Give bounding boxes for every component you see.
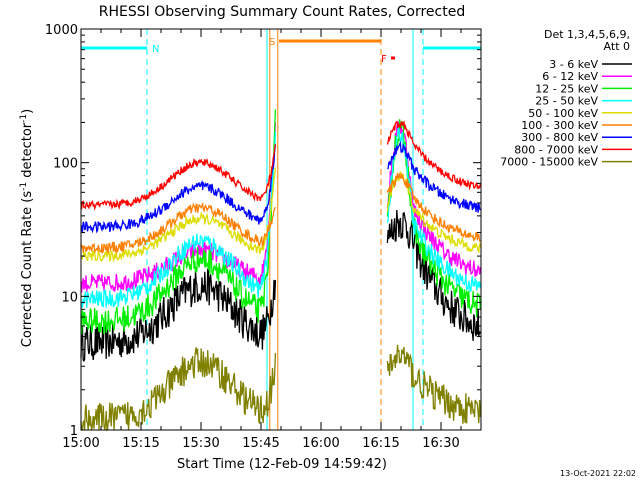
flag-label-N: N xyxy=(152,44,159,55)
series-line-3-seg-0 xyxy=(80,131,277,308)
x-tick-label-2: 15:30 xyxy=(182,436,219,451)
y-tick-label-1: 10 xyxy=(61,290,78,305)
footer-date: 13-Oct-2021 22:02 xyxy=(560,469,636,478)
x-tick-label-5: 16:15 xyxy=(362,436,399,451)
flag-label-F: F xyxy=(381,54,387,65)
legend-label-6: 300 - 800 keV xyxy=(521,131,598,144)
legend-header-line1: Det 1,3,4,5,6,9, xyxy=(544,28,630,41)
y-tick-label-0: 1 xyxy=(70,424,78,439)
y-axis-label-sup2: -1 xyxy=(19,114,29,123)
y-tick-label-3: 1000 xyxy=(45,23,78,38)
x-tick-label-1: 15:15 xyxy=(122,436,159,451)
y-axis-label-part2: detector xyxy=(20,122,35,182)
plot-area: N S F xyxy=(80,29,482,432)
series-line-7-seg-0 xyxy=(80,144,277,211)
legend-label-0: 3 - 6 keV xyxy=(549,58,598,71)
y-axis-label-sup1: -1 xyxy=(19,182,29,191)
series-line-1-seg-0 xyxy=(80,122,277,293)
y-axis-ticks: 1 10 100 1000 xyxy=(45,23,481,439)
legend-header-line2: Att 0 xyxy=(604,40,630,53)
x-axis-label: Start Time (12-Feb-09 14:59:42) xyxy=(177,457,387,472)
legend-label-3: 25 - 50 keV xyxy=(535,95,598,108)
x-axis-ticks: 15:00 15:15 15:30 15:45 16:00 16:15 16:30 xyxy=(62,29,482,451)
legend-label-7: 800 - 7000 keV xyxy=(514,143,598,156)
series-line-5-seg-1 xyxy=(386,173,481,243)
series-line-2-seg-0 xyxy=(80,109,277,335)
flag-bars: N S F xyxy=(81,37,481,65)
series-line-0-seg-0 xyxy=(80,268,277,363)
series-line-6-seg-0 xyxy=(80,144,277,234)
y-axis-label-part3: ) xyxy=(20,109,35,114)
x-tick-label-6: 16:30 xyxy=(422,436,459,451)
series-line-8-seg-0 xyxy=(80,347,277,432)
series-line-8-seg-1 xyxy=(386,344,481,424)
vertical-lines xyxy=(146,29,482,430)
series-line-4-seg-0 xyxy=(80,167,277,263)
x-tick-label-0: 15:00 xyxy=(62,436,99,451)
series-lines xyxy=(80,109,481,432)
series-line-3-seg-1 xyxy=(386,125,481,293)
flag-label-S: S xyxy=(269,37,275,48)
legend-label-5: 100 - 300 keV xyxy=(521,119,598,132)
y-tick-label-2: 100 xyxy=(53,157,78,172)
series-line-6-seg-1 xyxy=(387,140,481,213)
series-line-0-seg-1 xyxy=(386,209,481,341)
legend-label-2: 12 - 25 keV xyxy=(535,82,598,95)
y-axis-label-part1: Corrected Count Rate (s xyxy=(20,191,35,348)
x-tick-label-4: 16:00 xyxy=(302,436,339,451)
y-axis-label: Corrected Count Rate (s-1 detector-1) xyxy=(19,109,35,347)
legend-label-4: 50 - 100 keV xyxy=(528,107,598,120)
legend-label-1: 6 - 12 keV xyxy=(542,70,598,83)
series-line-5-seg-0 xyxy=(80,202,277,255)
chart-title: RHESSI Observing Summary Count Rates, Co… xyxy=(99,4,465,20)
series-line-7-seg-1 xyxy=(386,120,481,191)
x-tick-label-3: 15:45 xyxy=(242,436,279,451)
legend-label-8: 7000 - 15000 keV xyxy=(500,156,598,169)
